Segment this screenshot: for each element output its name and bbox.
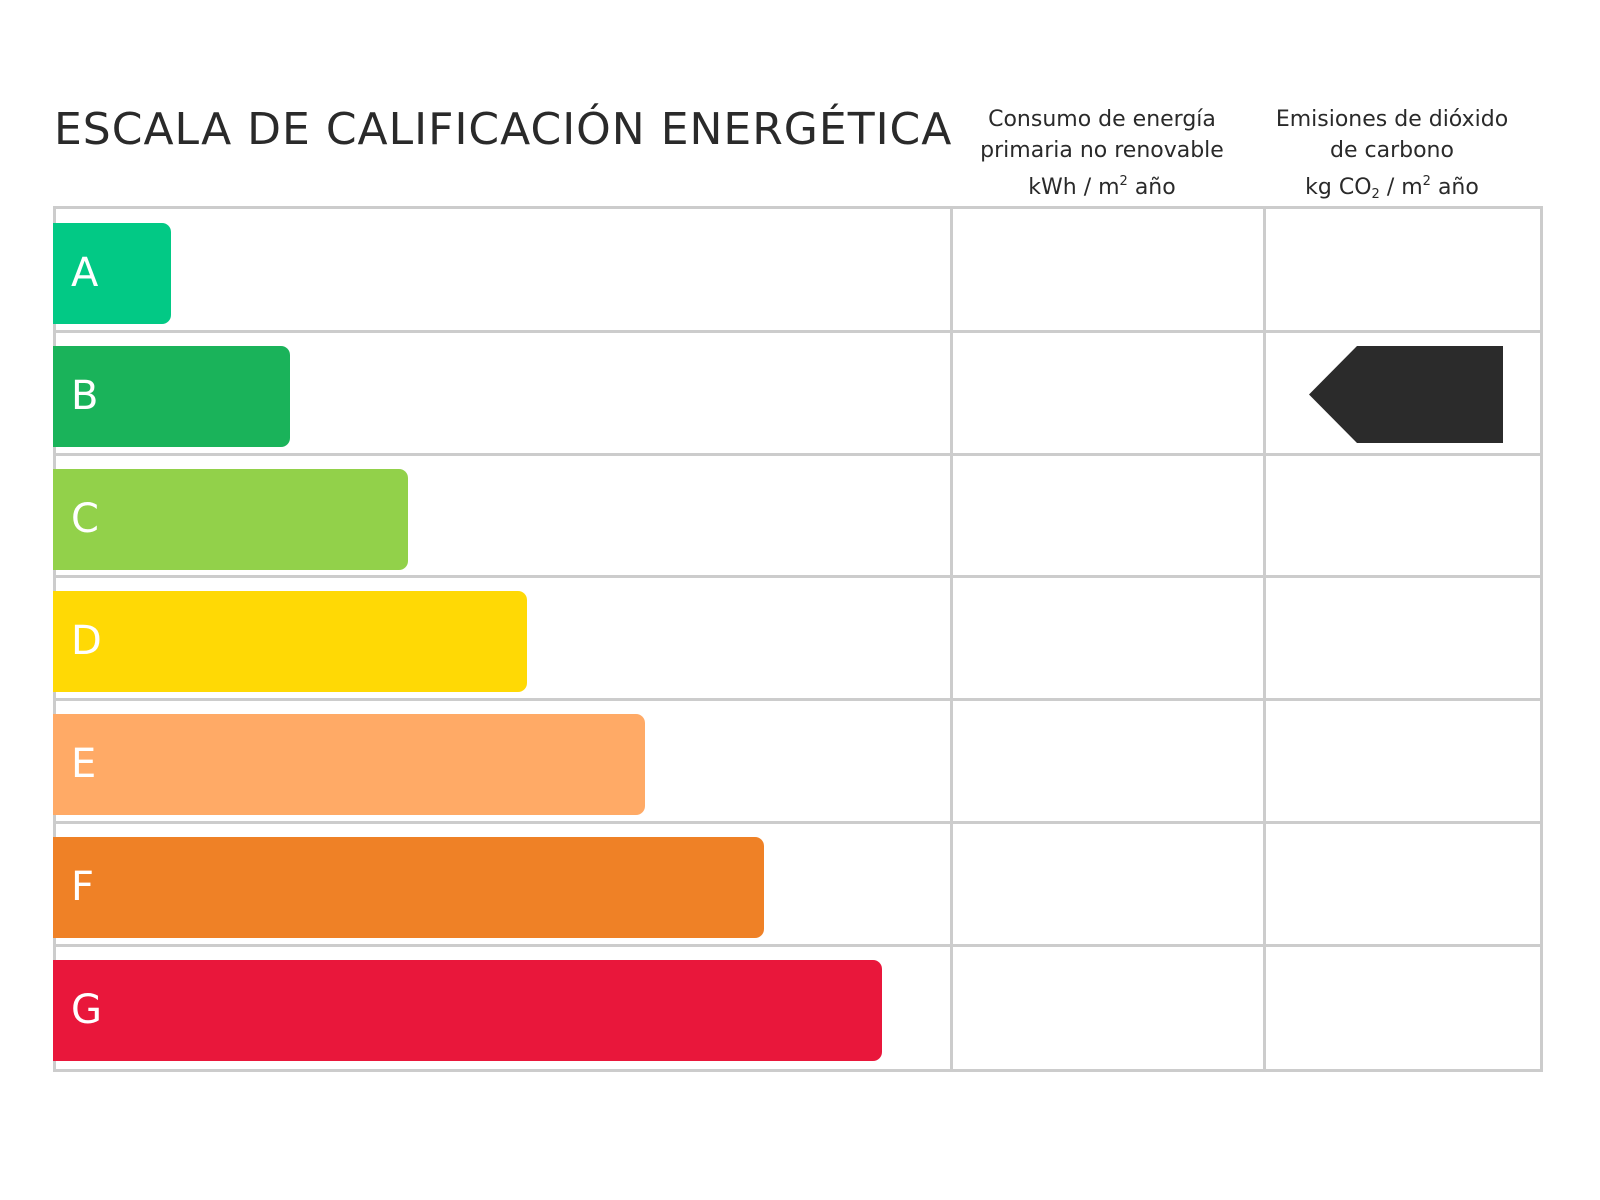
rating-letter: B [71,372,99,419]
column-divider [950,209,953,1069]
rating-bar-g: G [53,959,882,1061]
rating-letter: G [71,986,102,1033]
energy-column-header: Consumo de energía primaria no renovable… [952,104,1252,203]
page-title: ESCALA DE CALIFICACIÓN ENERGÉTICA [54,104,953,155]
rating-bar-a: A [53,223,171,324]
energy-header-unit: kWh / m2 año [1028,174,1176,200]
rating-bar-d: D [53,591,527,693]
rating-bar-f: F [53,837,764,938]
rating-letter: D [71,618,102,665]
row-divider [56,575,1540,579]
rating-bar-e: E [53,714,645,816]
rating-letter: E [71,741,97,788]
energy-header-line2: primaria no renovable [980,138,1224,163]
rating-letter: F [71,864,95,910]
rating-letter: C [71,495,99,542]
emissions-rating-indicator-arrow-icon [1309,346,1503,443]
emissions-column-header: Emisiones de dióxido de carbono kg CO2 /… [1242,104,1542,210]
energy-header-line1: Consumo de energía [988,107,1216,132]
row-divider [56,698,1540,702]
row-divider [56,821,1540,824]
rating-bar-b: B [53,345,290,447]
row-divider [56,943,1540,947]
emissions-header-line1: Emisiones de dióxido [1275,107,1509,132]
emissions-header-unit: kg CO2 / m2 año [1305,174,1479,202]
rating-letter: A [71,250,99,296]
rating-bar-c: C [53,468,408,570]
row-divider [56,329,1540,333]
row-divider [56,452,1540,456]
column-divider [1263,209,1266,1069]
emissions-header-line2: de carbono [1330,138,1454,163]
